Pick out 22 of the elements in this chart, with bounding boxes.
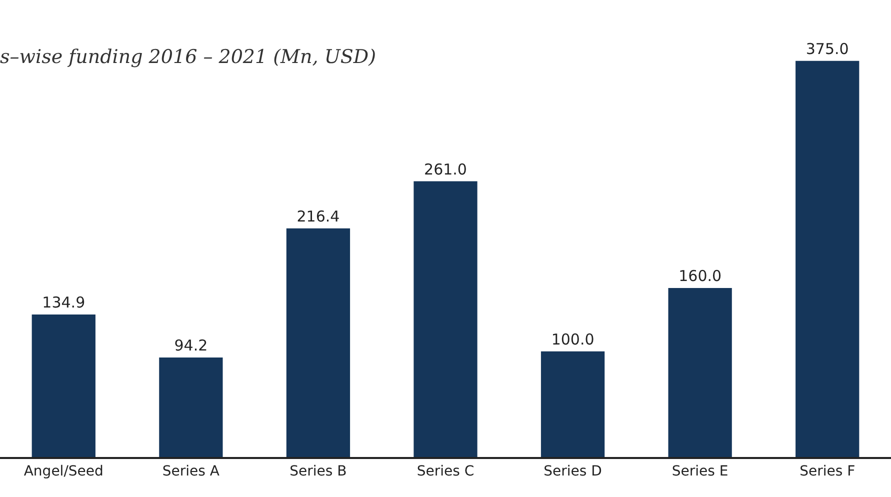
x-tick-label: Angel/Seed xyxy=(24,464,104,480)
x-tick-label: Series B xyxy=(290,464,347,480)
chart-title: s–wise funding 2016 – 2021 (Mn, USD) xyxy=(0,46,376,68)
data-label: 216.4 xyxy=(296,207,340,226)
bar xyxy=(540,351,605,457)
bar xyxy=(668,288,732,457)
x-tick-label: Series E xyxy=(672,464,728,480)
bar xyxy=(286,228,350,457)
x-tick-label: Series C xyxy=(416,464,474,480)
x-tick-label: Series F xyxy=(800,464,856,480)
data-label: 94.2 xyxy=(174,336,208,354)
x-tick-label: Series D xyxy=(544,464,602,480)
data-label: 134.9 xyxy=(42,293,86,312)
bar xyxy=(159,357,223,457)
x-tick-label: Series A xyxy=(162,464,220,480)
data-label: 100.0 xyxy=(551,330,594,348)
bar xyxy=(414,181,478,457)
data-label: 375.0 xyxy=(806,40,849,58)
bar xyxy=(796,60,860,457)
data-label: 261.0 xyxy=(424,160,467,178)
bar xyxy=(32,314,96,457)
data-label: 160.0 xyxy=(678,266,722,285)
